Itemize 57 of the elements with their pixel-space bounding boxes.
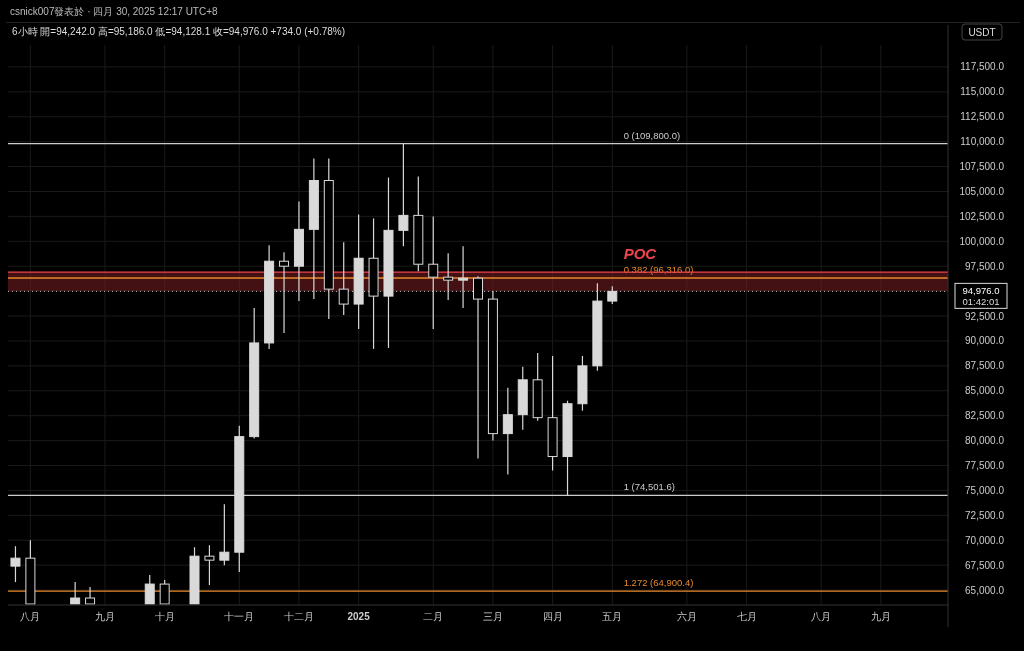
y-tick-label: 75,000.0 [965,484,1005,496]
x-tick-label: 十月 [154,611,175,622]
x-tick-label: 三月 [482,611,503,622]
x-tick-label: 九月 [94,611,115,622]
y-tick-label: 70,000.0 [965,534,1005,546]
x-tick-label: 八月 [811,611,832,622]
y-tick-label: 90,000.0 [965,335,1005,347]
x-tick-label: 六月 [676,611,697,622]
ref-line-label: 1.272 (64,900.4) [623,577,694,589]
y-tick-label: 105,000.0 [959,185,1005,197]
candlestick [144,574,155,605]
candlestick [338,241,349,316]
y-tick-label: 100,000.0 [959,235,1005,247]
x-tick-label: 九月 [870,611,891,622]
y-tick-label: 92,500.0 [965,310,1005,322]
x-tick-label: 十一月 [224,611,255,622]
y-tick-label: 107,500.0 [959,161,1005,173]
y-tick-label: 110,000.0 [960,136,1005,148]
candlestick [428,215,439,330]
y-tick-label: 97,500.0 [965,260,1005,272]
y-tick-label: 85,000.0 [965,385,1005,397]
y-tick-label: 112,500.0 [960,111,1005,123]
candlestick [10,545,21,583]
y-tick-label: 77,500.0 [965,460,1005,471]
x-tick-label: 十二月 [283,611,314,622]
x-tick-label: 七月 [736,611,757,622]
candlestick [85,586,96,605]
candlestick [473,275,483,460]
x-tick-label: 四月 [542,611,563,622]
x-tick-label: 二月 [423,611,444,622]
y-tick-label: 65,000.0 [965,584,1005,596]
ref-line-label: 1 (74,501.6) [623,481,675,493]
ref-line-label: 0 (109,800.0) [623,129,681,141]
candlestick [502,387,513,476]
y-tick-label: 117,500.0 [960,61,1005,73]
ref-line-label: 94,976.0 [962,285,1000,297]
candlestick [398,143,409,247]
text: 01:42:01 [962,296,1000,308]
ref-line-label: POC [623,245,658,263]
x-tick-label: 八月 [20,611,41,622]
y-tick-label: 82,500.0 [965,410,1005,422]
y-tick-label: 87,500.0 [965,360,1005,372]
x-tick-label: 五月 [602,611,623,622]
candlestick [279,251,290,334]
y-tick-label: 67,500.0 [965,559,1005,571]
y-tick-label: 72,500.0 [965,509,1005,521]
chart-subtitle: csnick007發表於 · 四月 30, 2025 12:17 UTC+8 [10,6,219,17]
y-tick-label: 115,000.0 [960,86,1005,98]
candlestick [443,252,454,301]
y-tick-label: 80,000.0 [965,435,1005,447]
candlestick [219,503,230,566]
y-axis-title: USDT [968,27,996,38]
y-tick-label: 102,500.0 [959,210,1005,222]
chart-title: 6小時 開=94,242.0 高=95,186.0 低=94,128.1 收=94,976.0 +734.0 (+0.78%) [12,26,346,37]
x-tick-label: 2025 [347,611,371,622]
candlestick [204,544,215,586]
candlestick [458,245,469,309]
